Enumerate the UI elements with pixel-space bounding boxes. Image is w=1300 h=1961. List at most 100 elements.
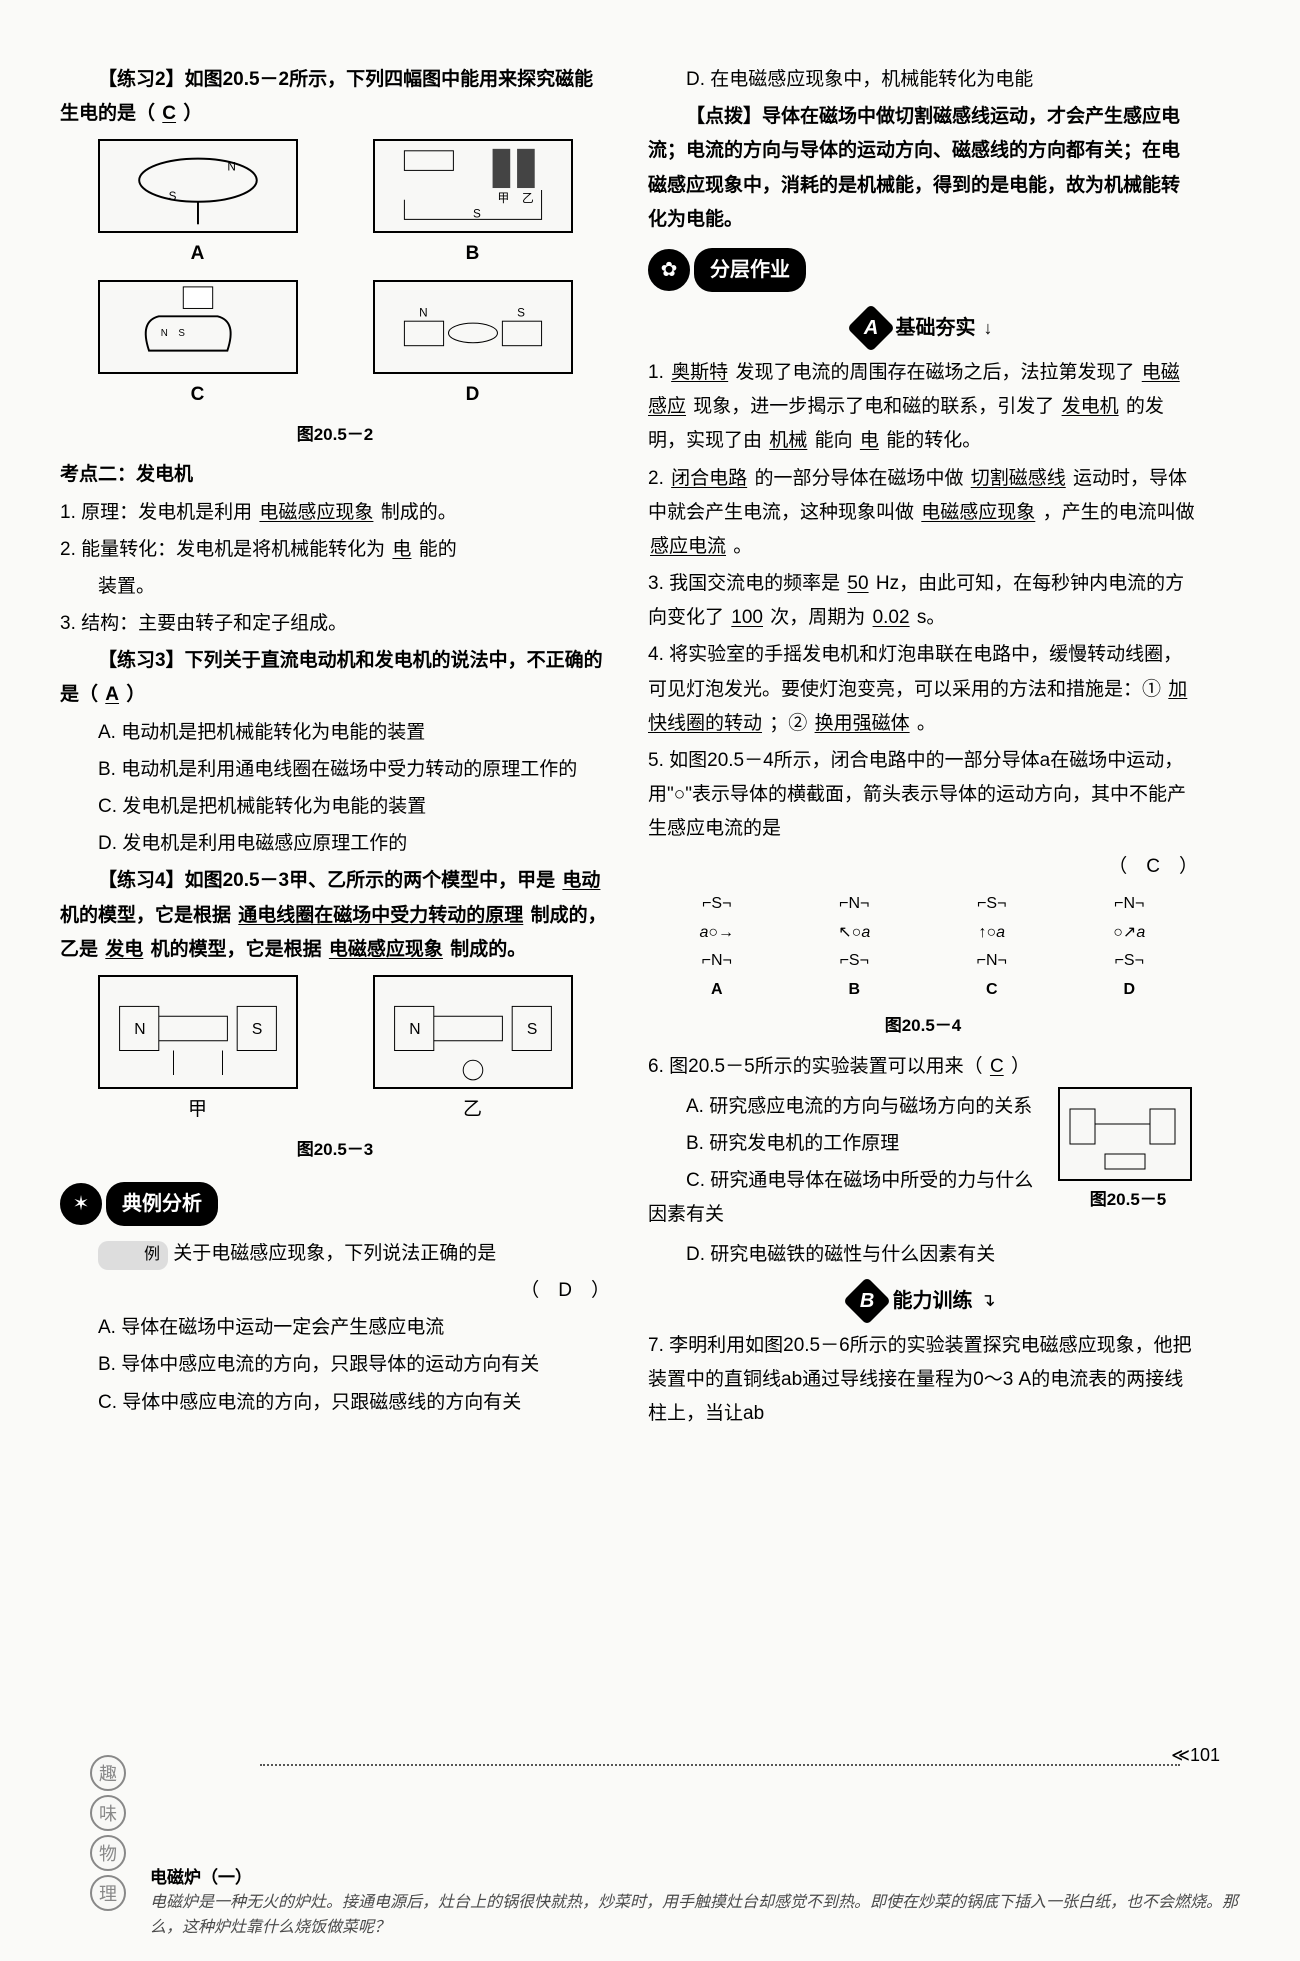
q6-content: A. 研究感应电流的方向与磁场方向的关系 B. 研究发电机的工作原理 C. 研究… — [648, 1087, 1198, 1236]
svg-circuit-icon: 甲乙 S — [375, 141, 571, 229]
figure-D: NS D — [373, 280, 573, 412]
example-question: 例 关于电磁感应现象，下列说法正确的是 — [60, 1237, 610, 1271]
motor-model-icon: NS — [98, 975, 298, 1089]
exercise-3-question: 【练习3】下列关于直流电动机和发电机的说法中，不正确的是（ A ） — [60, 644, 610, 712]
example-tag: 例 — [98, 1241, 168, 1270]
side-tabs: 趣 味 物 理 — [90, 1755, 126, 1911]
svg-text:S: S — [517, 306, 525, 319]
two-column-layout: 【练习2】如图20.5－2所示，下列四幅图中能用来探究磁能生电的是（ C ） S… — [60, 60, 1230, 1434]
footer: 趣 味 物 理 电磁炉（一） 电磁炉是一种无火的炉灶。接通电源后，灶台上的锅很快… — [60, 1863, 1240, 1941]
dotted-rule — [260, 1764, 1180, 1766]
figure-C: NS C — [98, 280, 298, 412]
right-column: D. 在电磁感应现象中，机械能转化为电能 【点拨】导体在磁场中做切割磁感线运动，… — [648, 60, 1198, 1434]
ex3-option-d: D. 发电机是利用电磁感应原理工作的 — [60, 827, 610, 861]
hint-text: 【点拨】导体在磁场中做切割磁感线运动，才会产生感应电流；电流的方向与导体的运动方… — [648, 100, 1198, 237]
figure-yi: NS 乙 — [373, 975, 573, 1127]
tiered-homework-badge: ✿ 分层作业 — [648, 248, 806, 292]
letter-b-icon: B — [843, 1277, 891, 1325]
svg-motor-icon: NS — [375, 282, 571, 370]
diagram-c: ⌐S¬ ↑○a ⌐N¬ C — [937, 890, 1047, 1005]
exercise-2-answer: C — [160, 103, 178, 124]
svg-text:S: S — [251, 1021, 261, 1038]
structure-line: 3. 结构：主要由转子和定子组成。 — [60, 607, 610, 641]
diagram-B-icon: 甲乙 S — [373, 139, 573, 233]
principle-line: 1. 原理：发电机是利用 电磁感应现象 制成的。 — [60, 496, 610, 530]
diagram-D-icon: NS — [373, 280, 573, 374]
ex3-option-c: C. 发电机是把机械能转化为电能的装置 — [60, 790, 610, 824]
apparatus-icon — [1058, 1087, 1192, 1181]
key-icon: ✶ — [60, 1183, 102, 1225]
q6-opt-d: D. 研究电磁铁的磁性与什么因素有关 — [648, 1238, 1198, 1272]
svg-magnet-icon: SN — [100, 141, 296, 229]
svg-text:N: N — [227, 161, 236, 174]
ex3-option-a: A. 电动机是把机械能转化为电能的装置 — [60, 716, 610, 750]
svg-text:S: S — [178, 327, 185, 338]
generator-model-icon: NS — [373, 975, 573, 1089]
svg-text:N: N — [160, 327, 167, 338]
svg-text:N: N — [419, 306, 428, 319]
figure-A: SN A — [98, 139, 298, 271]
svg-text:S: S — [526, 1021, 536, 1038]
figure-20-5-2-row2: NS C NS D — [60, 280, 610, 412]
q6-opt-c: C. 研究通电导体在磁场中所受的力与什么因素有关 — [648, 1164, 1048, 1232]
q1: 1. 奥斯特 发现了电流的周围存在磁场之后，法拉第发现了 电磁感应 现象，进一步… — [648, 356, 1198, 459]
page-container: 【练习2】如图20.5－2所示，下列四幅图中能用来探究磁能生电的是（ C ） S… — [0, 0, 1300, 1961]
q2: 2. 闭合电路 的一部分导体在磁场中做 切割磁感线 运动时，导体中就会产生电流，… — [648, 462, 1198, 565]
q6-opt-b: B. 研究发电机的工作原理 — [648, 1127, 1048, 1161]
energy-line-2: 装置。 — [60, 570, 610, 604]
footer-body: 电磁炉是一种无火的炉灶。接通电源后，灶台上的锅很快就热，炒菜时，用手触摸灶台却感… — [60, 1890, 1240, 1941]
figure-2-caption: 图20.5－2 — [60, 420, 610, 451]
analysis-section-badge: ✶ 典例分析 — [60, 1182, 218, 1226]
page-number: ≪101 — [1171, 1745, 1220, 1766]
ex3-option-b: B. 电动机是利用通电线圈在磁场中受力转动的原理工作的 — [60, 753, 610, 787]
figure-3-caption: 图20.5－3 — [60, 1135, 610, 1166]
energy-line: 2. 能量转化：发电机是将机械能转化为 电 能的 — [60, 533, 610, 567]
point-2-heading: 考点二：发电机 — [60, 458, 610, 492]
q5: 5. 如图20.5－4所示，闭合电路中的一部分导体a在磁场中运动，用"○"表示导… — [648, 744, 1198, 847]
exercise-2-question: 【练习2】如图20.5－2所示，下列四幅图中能用来探究磁能生电的是（ C ） — [60, 63, 610, 131]
figure-5: 图20.5－5 — [1058, 1087, 1198, 1236]
section-b-badge: B 能力训练 ↴ — [648, 1283, 1198, 1319]
diagram-b: ⌐N¬ ↖○a ⌐S¬ B — [799, 890, 909, 1005]
curved-arrow-icon: ↴ — [980, 1284, 995, 1316]
tree-icon: ✿ — [648, 249, 690, 291]
figure-4-caption: 图20.5－4 — [648, 1011, 1198, 1042]
diagram-a: ⌐S¬ a○→ ⌐N¬ A — [662, 890, 772, 1005]
tab-li: 理 — [90, 1875, 126, 1911]
svg-text:N: N — [134, 1021, 145, 1038]
q7: 7. 李明利用如图20.5－6所示的实验装置探究电磁感应现象，他把装置中的直铜线… — [648, 1329, 1198, 1432]
tab-wei: 味 — [90, 1795, 126, 1831]
q6-opt-a: A. 研究感应电流的方向与磁场方向的关系 — [648, 1090, 1048, 1124]
magnet-diagrams: ⌐S¬ a○→ ⌐N¬ A ⌐N¬ ↖○a ⌐S¬ B ⌐S¬ ↑○a ⌐N¬ … — [648, 890, 1198, 1005]
tab-wu: 物 — [90, 1835, 126, 1871]
letter-a-icon: A — [846, 304, 894, 352]
exercise-4: 【练习4】如图20.5－3甲、乙所示的两个模型中，甲是 电动 机的模型，它是根据… — [60, 864, 610, 967]
tab-qu: 趣 — [90, 1755, 126, 1791]
diagram-A-icon: SN — [98, 139, 298, 233]
example-opt-b: B. 导体中感应电流的方向，只跟导体的运动方向有关 — [60, 1348, 610, 1382]
diagram-C-icon: NS — [98, 280, 298, 374]
q4: 4. 将实验室的手摇发电机和灯泡串联在电路中，缓慢转动线圈，可见灯泡发光。要使灯… — [648, 638, 1198, 741]
example-answer: （ D ） — [60, 1274, 610, 1308]
svg-text:乙: 乙 — [521, 192, 533, 205]
left-column: 【练习2】如图20.5－2所示，下列四幅图中能用来探究磁能生电的是（ C ） S… — [60, 60, 610, 1434]
option-d: D. 在电磁感应现象中，机械能转化为电能 — [648, 63, 1198, 97]
figure-20-5-2-row1: SN A 甲乙S B — [60, 139, 610, 271]
figure-B: 甲乙S B — [373, 139, 573, 271]
q3: 3. 我国交流电的频率是 50 Hz，由此可知，在每秒钟内电流的方向变化了 10… — [648, 567, 1198, 635]
example-opt-a: A. 导体在磁场中运动一定会产生感应电流 — [60, 1311, 610, 1345]
footer-title: 电磁炉（一） — [60, 1863, 1240, 1888]
figure-jia: NS 甲 — [98, 975, 298, 1127]
svg-text:N: N — [409, 1021, 420, 1038]
svg-text:S: S — [168, 190, 176, 203]
example-opt-c: C. 导体中感应电流的方向，只跟磁感线的方向有关 — [60, 1386, 610, 1420]
svg-text:甲: 甲 — [497, 192, 509, 205]
svg-text:S: S — [473, 208, 481, 221]
down-arrow-icon: ↓ — [984, 312, 993, 344]
section-a-badge: A 基础夯实 ↓ — [648, 310, 1198, 346]
svg-galvanometer-icon: NS — [100, 282, 296, 370]
diagram-d: ⌐N¬ ○↗a ⌐S¬ D — [1074, 890, 1184, 1005]
figure-20-5-3: NS 甲 NS 乙 — [60, 975, 610, 1127]
q6: 6. 图20.5－5所示的实验装置可以用来（ C ） — [648, 1050, 1198, 1084]
q5-answer: （ C ） — [648, 850, 1198, 884]
